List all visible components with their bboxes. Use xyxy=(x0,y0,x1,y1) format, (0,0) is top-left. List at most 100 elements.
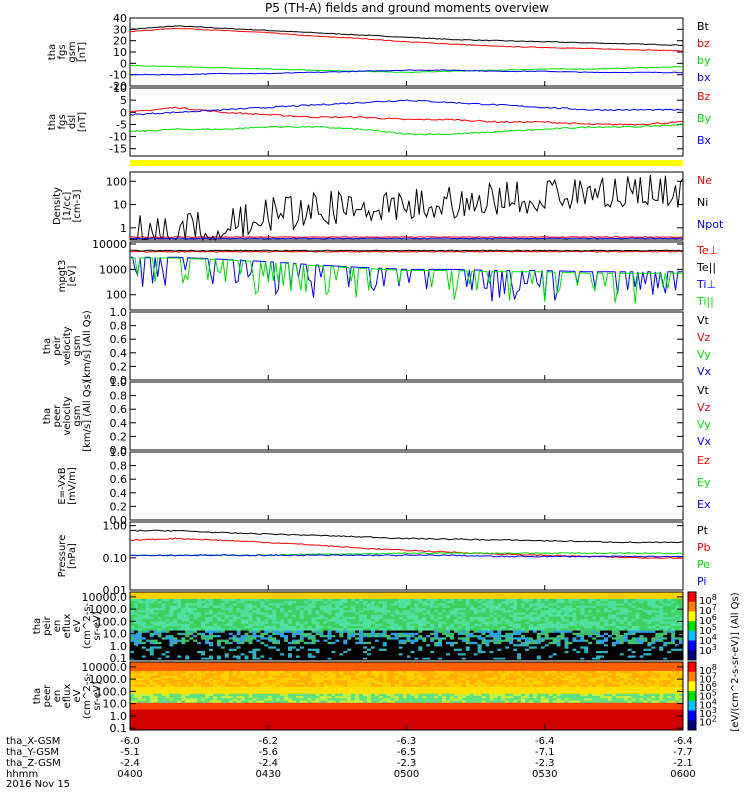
y-tick-label: 0 xyxy=(120,57,127,70)
y-axis-label-line: [1/cc] xyxy=(62,192,73,221)
legend-entry: Ti⊥ xyxy=(696,278,716,291)
date-label: 2016 Nov 15 xyxy=(6,779,70,790)
ephemeris-value: -2.1 xyxy=(673,758,693,769)
y-tick-label: 20 xyxy=(113,35,127,48)
y-tick-label: 1.0 xyxy=(110,710,128,723)
colorbar-tick: 102 xyxy=(699,714,717,728)
y-axis-label-line: tha xyxy=(47,114,58,130)
y-axis-label-line: [mV/m] xyxy=(67,467,78,505)
y-tick-label: 0 xyxy=(120,106,127,119)
y-tick-label: -10 xyxy=(109,131,127,144)
legend-entry: Vy xyxy=(697,348,711,361)
legend-entry: By xyxy=(697,112,712,125)
y-axis-label-line: Pressure xyxy=(57,535,68,578)
y-tick-label: 100.0 xyxy=(96,615,128,628)
y-axis-label: tha peir velocity gsm [km/s] (All Qs) xyxy=(42,310,93,382)
y-axis-label-line: en xyxy=(52,620,63,633)
y-tick-label: 0.8 xyxy=(110,390,128,403)
y-axis-label-line: peer xyxy=(52,404,63,428)
y-tick-label: 5 xyxy=(120,94,127,107)
series-Pt xyxy=(129,529,683,544)
series-By xyxy=(129,123,684,136)
y-axis-label-line: velocity xyxy=(62,396,73,435)
legend-entry: by xyxy=(697,54,711,67)
y-axis-label-line: peir xyxy=(52,335,63,355)
ephemeris-value: -2.4 xyxy=(120,758,140,769)
legend-entry: Ex xyxy=(697,498,711,511)
series-Npot xyxy=(129,237,684,240)
y-axis-label-line: tha xyxy=(32,688,43,704)
y-axis-label: tha peir en eflux eV (cm^2-s-sr-eV) xyxy=(32,602,103,649)
legend-entry: Ez xyxy=(697,454,710,467)
colorbar-tick: 107 xyxy=(699,603,717,617)
y-tick-label: 1.0 xyxy=(110,306,128,319)
y-axis-label-line: mpgt3 xyxy=(57,260,68,293)
y-axis-label-line: (cm^2-s- xyxy=(82,602,93,649)
series-Te|| xyxy=(130,249,684,252)
y-tick-label: -15 xyxy=(109,143,127,156)
y-tick-label: 0.0 xyxy=(110,514,128,527)
y-axis-label-line: eflux xyxy=(62,684,73,709)
y-tick-label: 0.6 xyxy=(110,403,128,416)
legend-entry: Vx xyxy=(697,435,712,448)
y-tick-label: 1.0 xyxy=(110,376,128,389)
y-axis-label-line: [km/s] (All Qs) xyxy=(82,380,93,452)
y-axis-label-line: fgs xyxy=(57,114,68,129)
y-tick-label: 0.2 xyxy=(110,430,128,443)
panel-frame xyxy=(129,451,684,521)
y-tick-label: 0.1 xyxy=(110,652,128,665)
ephemeris-value: -2.3 xyxy=(397,758,417,769)
series-bx xyxy=(129,69,683,76)
y-axis-label-line: gsm xyxy=(72,405,83,426)
legend-entry: Vt xyxy=(697,384,710,397)
y-axis-label-line: eV xyxy=(72,689,83,702)
ephemeris-value: 0430 xyxy=(256,769,281,780)
legend-entry: bz xyxy=(697,37,710,50)
ephemeris-value: 0400 xyxy=(117,769,142,780)
legend-entry: Vz xyxy=(697,401,711,414)
y-tick-label: -20 xyxy=(109,80,127,93)
y-tick-label: 0.1 xyxy=(110,722,128,735)
ephemeris-value: -2.4 xyxy=(258,758,278,769)
ephemeris-value: -7.1 xyxy=(535,747,555,758)
y-tick-label: 10000 xyxy=(92,238,127,251)
y-tick-label: 10 xyxy=(113,46,127,59)
status-bar-yellow xyxy=(130,160,683,166)
legend-entry: Vy xyxy=(697,418,711,431)
ephemeris-label: tha_Y-GSM xyxy=(6,747,59,758)
y-axis-label-line: fgs xyxy=(57,44,68,59)
y-tick-label: 0.01 xyxy=(103,584,128,597)
legend-entry: Bz xyxy=(697,90,711,103)
ephemeris-value: -6.4 xyxy=(535,736,555,747)
y-axis-label: Pressure [nPa] xyxy=(57,535,78,578)
plot-title: P5 (TH-A) fields and ground moments over… xyxy=(265,1,549,15)
y-axis-label: tha fgs gsm [nT] xyxy=(47,41,88,62)
ephemeris-value: -5.6 xyxy=(258,747,278,758)
legend-entry: Vz xyxy=(697,331,711,344)
panel-frame xyxy=(129,87,684,157)
ephemeris-value: 0500 xyxy=(394,769,419,780)
y-tick-label: 0.8 xyxy=(110,320,128,333)
legend-entry: Pi xyxy=(697,575,706,588)
y-tick-label: 1.00 xyxy=(103,520,128,533)
series-Ni xyxy=(129,174,684,242)
y-tick-label: 100 xyxy=(106,175,127,188)
panel-frame xyxy=(129,311,684,381)
series-bz xyxy=(129,27,683,52)
ephemeris-value: -6.3 xyxy=(397,736,417,747)
y-tick-label: 1000 xyxy=(99,263,127,276)
series-Bz xyxy=(129,106,684,126)
spectrogram-peir-eflux xyxy=(130,592,684,661)
y-axis-label: E=-VxB [mV/m] xyxy=(57,467,78,505)
legend-entry: Ey xyxy=(697,476,711,489)
y-tick-label: 30 xyxy=(113,23,127,36)
legend-entry: Ne xyxy=(697,174,712,187)
y-tick-label: 1.0 xyxy=(110,640,128,653)
legend-entry: Pb xyxy=(697,541,711,554)
panel-frame xyxy=(129,381,684,451)
